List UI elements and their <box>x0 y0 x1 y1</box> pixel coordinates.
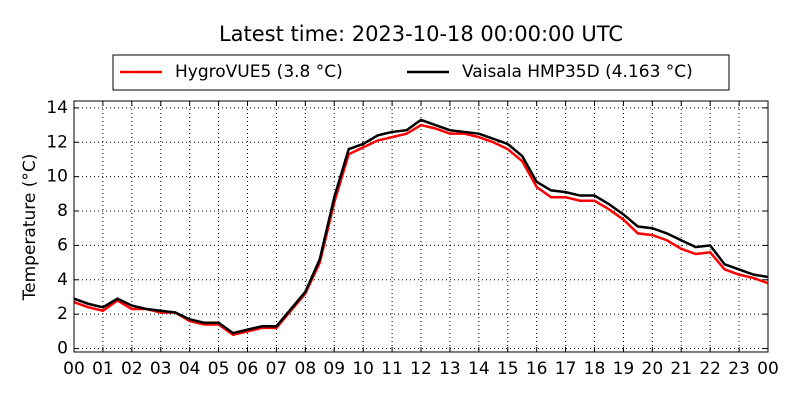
x-tick-label: 04 <box>179 359 201 379</box>
y-tick-label: 12 <box>46 132 68 152</box>
x-tick-label: 19 <box>613 359 635 379</box>
series-line <box>73 123 769 337</box>
x-tick-label: 09 <box>323 359 345 379</box>
x-tick-label: 03 <box>150 359 172 379</box>
x-tick-label: 07 <box>266 359 288 379</box>
x-tick-label: 00 <box>63 359 85 379</box>
x-tick-label: 11 <box>381 359 403 379</box>
x-tick-label: 21 <box>670 359 692 379</box>
x-tick-label: 17 <box>555 359 577 379</box>
x-tick-label: 06 <box>237 359 259 379</box>
legend-label: Vaisala HMP35D (4.163 °C) <box>462 62 693 82</box>
chart-title: Latest time: 2023-10-18 00:00:00 UTC <box>219 22 623 46</box>
y-tick-label: 4 <box>57 270 68 290</box>
y-tick-label: 2 <box>57 304 68 324</box>
x-tick-label: 05 <box>208 359 230 379</box>
x-tick-label: 13 <box>439 359 461 379</box>
x-tick-label: 20 <box>642 359 664 379</box>
x-tick-label: 23 <box>728 359 750 379</box>
x-tick-label: 08 <box>295 359 317 379</box>
x-tick-label: 02 <box>121 359 143 379</box>
y-tick-label: 0 <box>57 339 68 359</box>
x-tick-label: 15 <box>497 359 519 379</box>
series-line <box>73 118 769 335</box>
y-tick-label: 8 <box>57 201 68 221</box>
y-axis-label: Temperature (°C) <box>20 154 40 302</box>
x-tick-label: 01 <box>92 359 114 379</box>
y-tick-label: 14 <box>46 98 68 118</box>
x-tick-label: 10 <box>352 359 374 379</box>
x-tick-label: 22 <box>699 359 721 379</box>
plot-frame <box>73 100 769 353</box>
x-tick-label: 12 <box>410 359 432 379</box>
y-tick-label: 10 <box>46 167 68 187</box>
legend-label: HygroVUE5 (3.8 °C) <box>175 62 343 82</box>
x-tick-label: 16 <box>526 359 548 379</box>
x-tick-label: 18 <box>584 359 606 379</box>
x-tick-label: 00 <box>757 359 779 379</box>
y-tick-label: 6 <box>57 235 68 255</box>
x-tick-label: 14 <box>468 359 490 379</box>
